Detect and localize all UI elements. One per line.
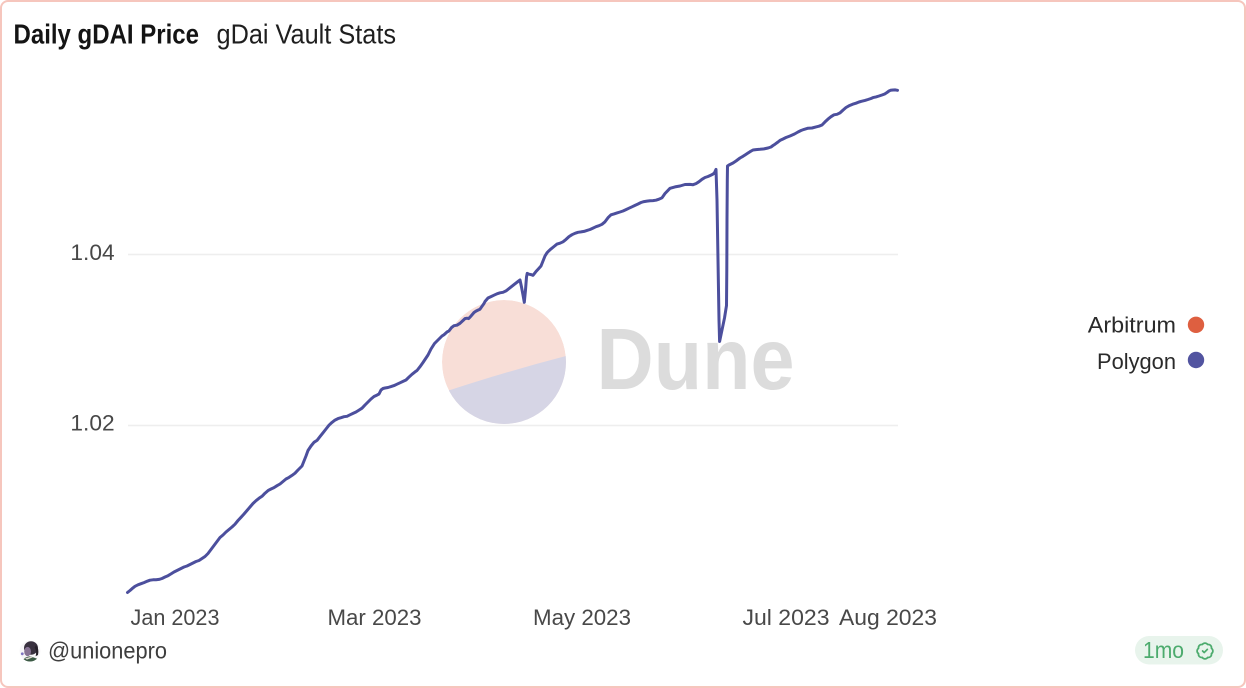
svg-text:Arbitrum: Arbitrum [1088, 313, 1176, 338]
svg-text:Jul 2023: Jul 2023 [743, 605, 830, 630]
svg-text:Daily gDAI Price: Daily gDAI Price [14, 19, 200, 50]
svg-text:1.04: 1.04 [70, 240, 114, 265]
svg-text:1.02: 1.02 [70, 411, 114, 436]
svg-text:gDai Vault Stats: gDai Vault Stats [217, 19, 397, 50]
svg-text:May 2023: May 2023 [533, 605, 631, 630]
svg-text:@unionepro: @unionepro [48, 638, 167, 664]
svg-text:Dune: Dune [597, 311, 795, 408]
svg-text:Polygon: Polygon [1097, 349, 1176, 374]
svg-text:Mar 2023: Mar 2023 [328, 605, 422, 630]
svg-text:1mo: 1mo [1143, 637, 1184, 663]
svg-text:Aug 2023: Aug 2023 [839, 605, 937, 630]
svg-text:Jan 2023: Jan 2023 [131, 605, 220, 630]
